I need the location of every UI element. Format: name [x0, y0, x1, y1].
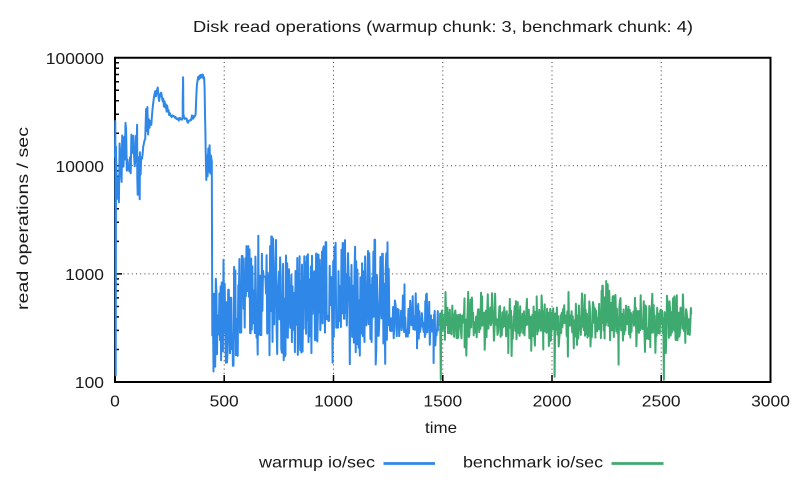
svg-text:2500: 2500 [642, 394, 681, 411]
svg-text:100: 100 [75, 375, 104, 392]
svg-text:benchmark io/sec: benchmark io/sec [463, 455, 603, 472]
svg-text:1500: 1500 [423, 394, 462, 411]
svg-text:read operations / sec: read operations / sec [15, 127, 32, 310]
svg-text:time: time [425, 420, 457, 437]
svg-text:warmup io/sec: warmup io/sec [258, 455, 375, 472]
svg-text:500: 500 [210, 394, 239, 411]
svg-text:2000: 2000 [533, 394, 572, 411]
svg-text:0: 0 [110, 394, 120, 411]
svg-text:100000: 100000 [46, 51, 104, 68]
svg-text:1000: 1000 [65, 267, 104, 284]
svg-text:3000: 3000 [751, 394, 790, 411]
svg-text:1000: 1000 [314, 394, 353, 411]
svg-text:10000: 10000 [56, 159, 105, 176]
svg-text:Disk read operations (warmup c: Disk read operations (warmup chunk: 3, b… [193, 19, 693, 36]
